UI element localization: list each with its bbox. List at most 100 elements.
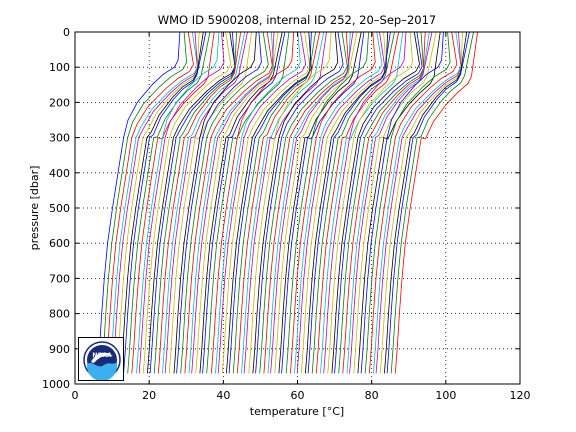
profile-line (369, 31, 458, 374)
x-axis-label-unit: °C (327, 405, 341, 418)
chart-title: WMO ID 5900208, internal ID 252, 20–Sep–… (158, 13, 436, 27)
y-tick-label: 1000 (42, 378, 70, 391)
profile-line (267, 31, 351, 374)
profile-line (375, 31, 462, 374)
profile-line (188, 31, 275, 374)
profile-line (215, 31, 301, 374)
profile-line (327, 31, 414, 374)
profile-line (394, 31, 478, 374)
profile-line (300, 31, 387, 374)
profile-line (305, 31, 389, 374)
profile-line (338, 31, 424, 374)
profile-line (123, 31, 207, 374)
profile-lines (97, 31, 478, 374)
logo-bird (91, 352, 113, 363)
profile-line (241, 31, 325, 374)
x-tick-label: 20 (142, 389, 156, 402)
profile-line (158, 31, 242, 374)
profile-line (184, 31, 273, 374)
profile-line (331, 31, 420, 374)
profile-line (334, 31, 423, 374)
logo-wave (87, 362, 117, 380)
profile-line (211, 31, 295, 374)
profile-line (315, 31, 400, 374)
profile-line (195, 31, 279, 374)
profile-line (323, 31, 407, 374)
y-tick-label: 500 (49, 202, 70, 215)
profile-line (206, 31, 290, 374)
profile-line (191, 31, 275, 374)
profile-line (259, 31, 348, 374)
profile-line (290, 31, 376, 374)
y-tick-label: 900 (49, 343, 70, 356)
profile-line (176, 31, 262, 374)
profile-line (342, 31, 426, 374)
profile-line (136, 31, 220, 374)
y-tick-label: 0 (63, 26, 70, 39)
profile-line (278, 31, 362, 374)
profile-line (105, 31, 194, 374)
profile-line (248, 31, 332, 374)
profile-line (168, 31, 252, 374)
y-tick-label: 200 (49, 96, 70, 109)
profile-line (255, 31, 344, 374)
x-axis-label: temperature [°C] (250, 405, 344, 418)
profile-line (180, 31, 269, 374)
x-tick-label: 60 (291, 389, 305, 402)
profile-line (281, 31, 365, 374)
x-tick-label: 120 (510, 389, 531, 402)
profile-line (101, 31, 188, 374)
profile-line (164, 31, 248, 374)
profile-line (232, 31, 316, 374)
profile-line (270, 31, 354, 374)
profile-line (390, 31, 474, 374)
profile-line (149, 31, 236, 374)
noaa-logo-icon: NOAA (83, 341, 121, 380)
profile-line (226, 31, 312, 374)
x-tick-label: 40 (216, 389, 230, 402)
profile-line (320, 31, 404, 374)
profile-line (116, 31, 200, 374)
profile-line (307, 31, 391, 374)
profile-line (153, 31, 237, 374)
axis-ticks: 0 20 40 60 80 100 120 0 100 200 300 400 500 600 700 800… (42, 26, 531, 402)
profile-line (138, 31, 225, 374)
profile-line (221, 31, 311, 374)
y-axis-label: pressure [dbar] (28, 166, 41, 251)
profile-line (252, 31, 339, 374)
profile-line (173, 31, 257, 374)
y-tick-label: 100 (49, 61, 70, 74)
noaa-logo-box: NOAA (78, 337, 124, 381)
profile-line (357, 31, 441, 374)
profile-line (263, 31, 350, 374)
profile-line (296, 31, 386, 374)
y-tick-label: 800 (49, 308, 70, 321)
profile-line (364, 31, 451, 374)
profile-line (285, 31, 369, 374)
profile-line (142, 31, 232, 374)
profile-line (202, 31, 286, 374)
profile-line (127, 31, 211, 374)
profile-line (97, 31, 181, 374)
profile-line (379, 31, 463, 374)
profile-line (386, 31, 470, 374)
x-tick-label: 100 (435, 389, 456, 402)
profile-line (384, 31, 468, 374)
profile-line (294, 31, 383, 374)
x-tick-label: 0 (72, 389, 79, 402)
profile-line (147, 31, 236, 374)
profile-line (373, 31, 462, 374)
y-tick-label: 400 (49, 167, 70, 180)
grid-lines (75, 32, 520, 384)
profile-line (131, 31, 215, 374)
profile-line (346, 31, 430, 374)
x-axis-label-prefix: temperature [ (250, 405, 327, 418)
y-tick-label: 300 (49, 132, 70, 145)
y-tick-label: 700 (49, 272, 70, 285)
profile-line (243, 31, 327, 374)
logo-text: NOAA (92, 352, 112, 359)
profile-line (120, 31, 204, 374)
profile-line (360, 31, 444, 374)
profile-line (109, 31, 198, 374)
